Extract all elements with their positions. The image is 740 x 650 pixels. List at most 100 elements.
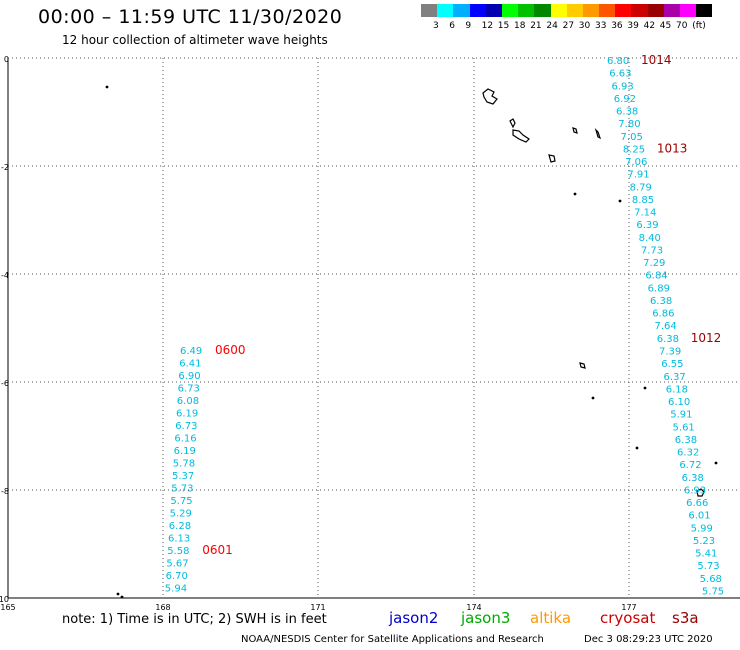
legend-swatch bbox=[631, 4, 648, 17]
credit-line: NOAA/NESDIS Center for Satellite Applica… bbox=[241, 634, 544, 645]
legend-swatch bbox=[696, 4, 713, 17]
satellite-jason3-label: jason3 bbox=[461, 609, 511, 627]
color-legend: 3 6 9 12 15 18 21 24 27 30 33 36 39 42 45 70 (ft) bbox=[421, 4, 713, 31]
wave-height-label: 6.38 bbox=[657, 334, 679, 345]
legend-label: (ft) bbox=[692, 21, 706, 31]
wave-height-label: 7.73 bbox=[641, 245, 663, 256]
latitude-tick-label: -4 bbox=[1, 271, 9, 280]
wave-height-label: 5.29 bbox=[170, 509, 192, 520]
wave-height-label: 6.73 bbox=[175, 421, 197, 432]
wave-height-label: 6.90 bbox=[178, 371, 200, 382]
wave-height-label: 5.75 bbox=[702, 586, 724, 597]
wave-height-label: 5.99 bbox=[691, 523, 713, 534]
legend-label: 3 bbox=[433, 21, 439, 31]
wave-height-label: 6.70 bbox=[166, 571, 188, 582]
wave-height-label: 5.94 bbox=[165, 584, 187, 595]
longitude-tick-label: 177 bbox=[621, 603, 636, 612]
wave-height-label: 6.32 bbox=[677, 448, 699, 459]
wave-height-label: 7.64 bbox=[654, 321, 676, 332]
wave-height-label: 5.91 bbox=[670, 410, 692, 421]
legend-swatch bbox=[647, 4, 664, 17]
island-outline bbox=[579, 362, 586, 369]
latitude-tick-label: -2 bbox=[1, 163, 9, 172]
small-island bbox=[105, 85, 109, 89]
legend-label: 39 bbox=[627, 21, 639, 31]
wave-height-label: 6.38 bbox=[616, 107, 638, 118]
legend-swatch bbox=[485, 4, 502, 17]
wave-height-label: 6.93 bbox=[612, 81, 634, 92]
legend-color-bar bbox=[421, 4, 713, 17]
wave-height-label: 5.41 bbox=[695, 549, 717, 560]
legend-swatch bbox=[680, 4, 697, 17]
island-outline bbox=[696, 488, 705, 497]
island-outline bbox=[512, 129, 530, 143]
small-island bbox=[120, 595, 124, 599]
map-title: 00:00 – 11:59 UTC 11/30/2020 bbox=[38, 6, 343, 28]
wave-height-label: 5.68 bbox=[700, 574, 722, 585]
longitude-tick-label: 168 bbox=[155, 603, 170, 612]
latitude-tick-label: -10 bbox=[0, 595, 9, 604]
legend-swatch bbox=[421, 4, 438, 17]
wave-height-label: 8.40 bbox=[639, 233, 661, 244]
wave-height-label: 6.55 bbox=[661, 359, 683, 370]
small-island bbox=[573, 192, 577, 196]
longitude-tick-label: 174 bbox=[466, 603, 481, 612]
legend-label: 27 bbox=[562, 21, 575, 31]
wave-height-label: 6.18 bbox=[666, 384, 688, 395]
satellite-cryosat-label: cryosat bbox=[600, 609, 656, 627]
wave-height-label: 6.10 bbox=[668, 397, 690, 408]
wave-height-label: 5.73 bbox=[697, 561, 719, 572]
island-outline bbox=[509, 118, 516, 129]
wave-height-label: 7.06 bbox=[625, 157, 647, 168]
longitude-tick-label: 171 bbox=[310, 603, 325, 612]
island-outline bbox=[548, 154, 556, 163]
wave-height-label: 6.92 bbox=[614, 94, 636, 105]
wave-height-label: 6.13 bbox=[168, 534, 190, 545]
wave-height-label: 5.37 bbox=[172, 471, 194, 482]
track-time-label: 0600 bbox=[215, 343, 246, 357]
wave-height-label: 6.38 bbox=[675, 435, 697, 446]
legend-label: 33 bbox=[595, 21, 607, 31]
wave-height-label: 7.91 bbox=[627, 170, 649, 181]
wave-height-label: 6.93 bbox=[684, 485, 706, 496]
legend-label: 12 bbox=[481, 21, 494, 31]
wave-height-label: 6.37 bbox=[664, 372, 686, 383]
wave-height-label: 6.89 bbox=[648, 283, 670, 294]
wave-height-label: 5.58 bbox=[167, 546, 189, 557]
legend-label: 36 bbox=[611, 21, 623, 31]
track-time-label: 1013 bbox=[657, 141, 688, 155]
wave-height-label: 6.39 bbox=[636, 220, 658, 231]
wave-height-label: 6.84 bbox=[645, 271, 667, 282]
legend-label: 24 bbox=[546, 21, 558, 31]
legend-label: 15 bbox=[497, 21, 510, 31]
latitude-tick-label: -8 bbox=[1, 487, 9, 496]
small-island bbox=[116, 592, 120, 596]
wave-height-label: 7.05 bbox=[621, 132, 643, 143]
wave-height-label: 6.38 bbox=[682, 473, 704, 484]
wave-height-label: 6.16 bbox=[174, 434, 196, 445]
wave-height-label: 8.85 bbox=[632, 195, 654, 206]
latitude-tick-label: 0 bbox=[4, 55, 9, 64]
legend-label: 45 bbox=[659, 21, 672, 31]
legend-swatch bbox=[437, 4, 454, 17]
island-outline bbox=[594, 127, 602, 140]
island-outline bbox=[572, 127, 578, 134]
wave-height-label: 6.72 bbox=[679, 460, 701, 471]
wave-height-label: 6.80 bbox=[607, 56, 629, 67]
latitude-tick-label: -6 bbox=[1, 379, 9, 388]
legend-labels: 3 6 9 12 15 18 21 24 27 30 33 36 39 42 45 70 (ft) bbox=[421, 21, 740, 35]
legend-label: 70 bbox=[676, 21, 688, 31]
small-island bbox=[591, 396, 595, 400]
wave-height-label: 5.67 bbox=[166, 559, 188, 570]
legend-label: 18 bbox=[514, 21, 526, 31]
wave-height-label: 6.41 bbox=[179, 359, 201, 370]
wave-height-label: 6.63 bbox=[609, 69, 631, 80]
wave-height-label: 6.19 bbox=[176, 409, 198, 420]
satellite-altika-label: altika bbox=[530, 609, 572, 627]
wave-height-label: 5.61 bbox=[673, 422, 695, 433]
wave-height-label: 5.75 bbox=[170, 496, 192, 507]
wave-height-label: 5.73 bbox=[171, 484, 193, 495]
legend-label: 6 bbox=[449, 21, 455, 31]
longitude-tick-label: 165 bbox=[0, 603, 15, 612]
